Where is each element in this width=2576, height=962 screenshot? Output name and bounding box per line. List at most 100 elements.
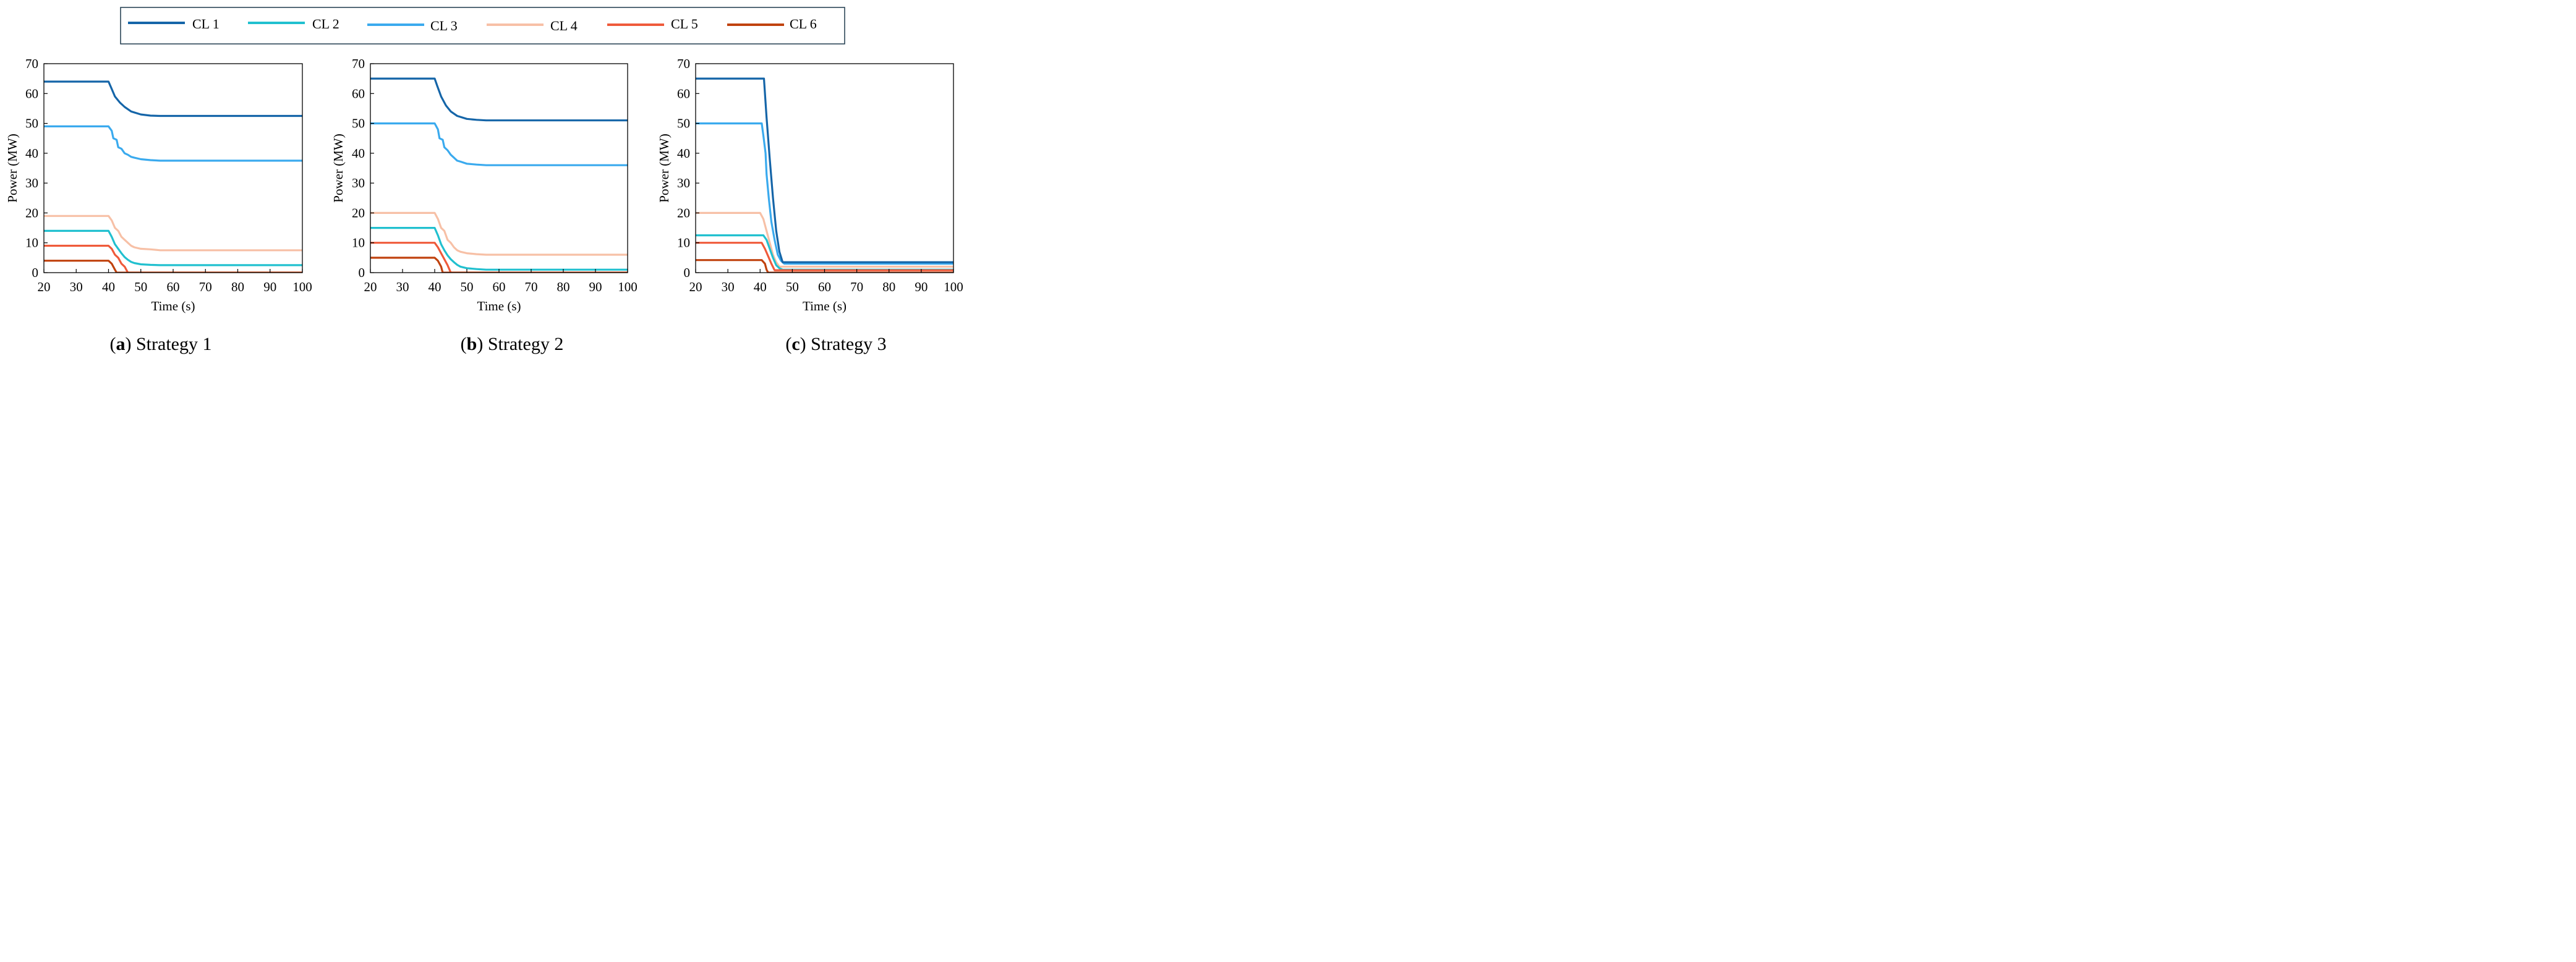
y-tick-label: 40 — [352, 146, 365, 161]
series-line-cl-6 — [696, 259, 953, 273]
x-tick-label: 100 — [618, 279, 638, 294]
x-tick-label: 60 — [818, 279, 831, 294]
x-axis-label: Time (s) — [477, 299, 521, 313]
y-tick-label: 70 — [352, 56, 365, 71]
x-tick-label: 40 — [754, 279, 767, 294]
y-tick-label: 50 — [352, 116, 365, 131]
y-tick-label: 20 — [677, 205, 690, 220]
y-tick-label: 40 — [25, 146, 38, 161]
y-axis-label: Power (MW) — [331, 134, 346, 202]
y-tick-label: 60 — [25, 86, 38, 101]
x-axis-label: Time (s) — [803, 299, 847, 313]
x-axis-label: Time (s) — [151, 299, 195, 313]
y-tick-label: 30 — [25, 176, 38, 190]
series-line-cl-3 — [370, 122, 628, 166]
y-tick-label: 0 — [359, 265, 365, 280]
x-tick-label: 50 — [134, 279, 147, 294]
y-tick-label: 70 — [677, 56, 690, 71]
x-tick-label: 30 — [70, 279, 83, 294]
legend-label-cl-5: CL 5 — [671, 16, 698, 32]
x-tick-label: 80 — [557, 279, 570, 294]
series-line-cl-5 — [696, 242, 953, 271]
y-tick-label: 60 — [677, 86, 690, 101]
series-line-cl-1 — [370, 77, 628, 122]
axes-frame — [370, 63, 628, 273]
series-line-cl-1 — [696, 77, 953, 263]
y-tick-label: 60 — [352, 86, 365, 101]
series-line-cl-2 — [696, 234, 953, 271]
series-line-cl-4 — [696, 211, 953, 268]
y-tick-label: 70 — [25, 56, 38, 71]
legend-label-cl-6: CL 6 — [790, 16, 817, 32]
legend-label-cl-3: CL 3 — [430, 18, 458, 33]
series-line-cl-3 — [44, 125, 302, 162]
x-tick-label: 80 — [231, 279, 244, 294]
series-line-cl-6 — [44, 260, 302, 273]
y-tick-label: 30 — [677, 176, 690, 190]
caption-text: Strategy 1 — [132, 334, 212, 354]
x-tick-label: 80 — [882, 279, 895, 294]
x-tick-label: 100 — [944, 279, 963, 294]
y-tick-label: 10 — [25, 236, 38, 250]
x-tick-label: 50 — [461, 279, 474, 294]
series-line-cl-5 — [370, 242, 628, 273]
legend-label-cl-4: CL 4 — [550, 18, 578, 33]
caption-letter: a — [116, 334, 126, 354]
series-line-cl-4 — [370, 211, 628, 256]
x-tick-label: 70 — [199, 279, 212, 294]
panel-caption: (c) Strategy 3 — [785, 334, 886, 354]
y-tick-label: 20 — [352, 205, 365, 220]
series-line-cl-4 — [44, 215, 302, 252]
y-tick-label: 10 — [352, 236, 365, 250]
x-tick-label: 90 — [589, 279, 602, 294]
x-tick-label: 60 — [493, 279, 506, 294]
caption-text: Strategy 2 — [483, 334, 563, 354]
legend-frame — [120, 7, 845, 45]
x-tick-label: 40 — [429, 279, 441, 294]
series-line-cl-2 — [44, 229, 302, 266]
figure-canvas: CL 1 CL 2 CL 3 CL 4 CL 5 CL 6 20 30 40 50 60 70 80 9… — [5, 7, 963, 354]
y-tick-label: 50 — [25, 116, 38, 131]
y-tick-label: 0 — [684, 265, 691, 280]
y-tick-label: 20 — [25, 205, 38, 220]
x-tick-label: 60 — [167, 279, 180, 294]
series-group — [370, 77, 628, 273]
axes-frame — [43, 63, 303, 273]
y-tick-label: 50 — [677, 116, 690, 131]
x-tick-label: 50 — [786, 279, 799, 294]
x-tick-label: 40 — [102, 279, 115, 294]
x-tick-label: 70 — [525, 279, 538, 294]
caption-letter: b — [467, 334, 477, 354]
y-tick-label: 0 — [32, 265, 39, 280]
x-tick-label: 20 — [689, 279, 702, 294]
caption-paren-close: ) — [477, 334, 483, 354]
caption-letter: c — [791, 334, 800, 354]
legend: CL 1 CL 2 CL 3 CL 4 CL 5 CL 6 — [120, 7, 845, 45]
y-tick-label: 10 — [677, 236, 690, 250]
x-tick-label: 90 — [915, 279, 928, 294]
x-tick-label: 30 — [396, 279, 409, 294]
caption-text: Strategy 3 — [806, 334, 887, 354]
y-tick-label: 40 — [677, 146, 690, 161]
x-tick-label: 90 — [263, 279, 276, 294]
caption-paren-close: ) — [126, 334, 132, 354]
series-line-cl-1 — [44, 80, 302, 117]
y-tick-label: 30 — [352, 176, 365, 190]
series-line-cl-2 — [370, 227, 628, 271]
legend-label-cl-1: CL 1 — [192, 16, 220, 32]
x-tick-label: 20 — [38, 279, 51, 294]
caption-paren-open: ( — [785, 334, 791, 354]
panel-caption: (a) Strategy 1 — [110, 334, 212, 354]
x-tick-label: 70 — [850, 279, 863, 294]
figure: CL 1 CL 2 CL 3 CL 4 CL 5 CL 6 20 30 40 50 60 70 80 9… — [0, 0, 968, 361]
chart-panel-a: 20 30 40 50 60 70 80 90 100 0 10 20 30 40 50 60 70 Time (… — [5, 56, 312, 354]
panel-caption: (b) Strategy 2 — [461, 334, 564, 354]
caption-paren-close: ) — [800, 334, 806, 354]
series-line-cl-6 — [370, 257, 628, 273]
x-tick-label: 20 — [364, 279, 377, 294]
x-tick-label: 100 — [292, 279, 312, 294]
series-group — [696, 77, 953, 273]
y-axis-label: Power (MW) — [657, 134, 672, 202]
